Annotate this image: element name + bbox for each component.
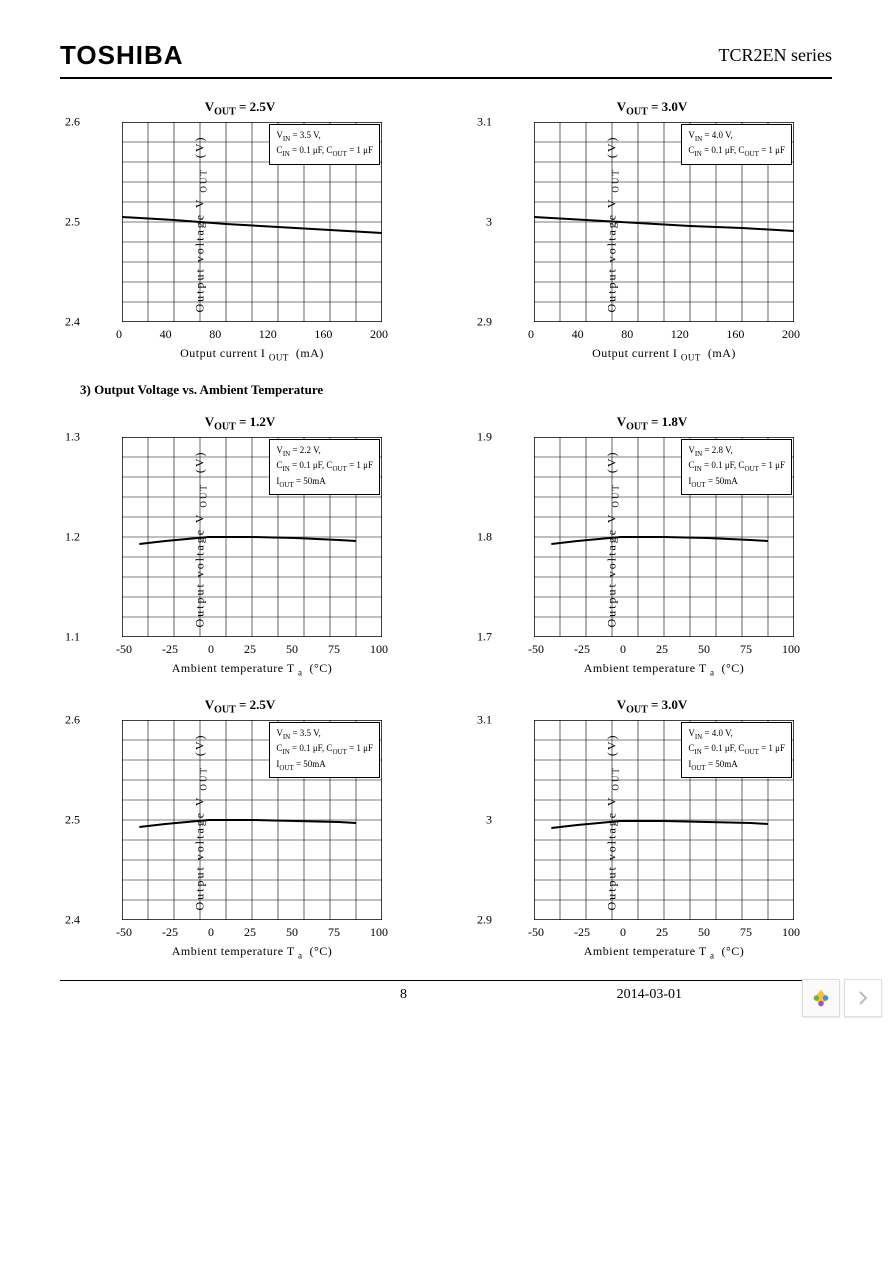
chart-legend: VIN = 2.8 V,CIN = 0.1 μF, COUT = 1 μFIOU… [681, 439, 792, 496]
xticks: -50-250255075100 [116, 925, 388, 940]
chart-ylabel: Output voltage V OUT (V) [192, 734, 208, 911]
xticks: -50-250255075100 [528, 642, 800, 657]
chart-4: VOUT = 2.5V Output voltage V OUT (V) 2.4 2.… [60, 697, 420, 960]
charts-container: VOUT = 2.5V Output voltage V OUT (V) 2.4 2.… [60, 99, 832, 960]
chart-title: VOUT = 3.0V [472, 99, 832, 118]
chart-legend: VIN = 4.0 V,CIN = 0.1 μF, COUT = 1 μFIOU… [681, 722, 792, 779]
chart-5: VOUT = 3.0V Output voltage V OUT (V) 2.9 3 3… [472, 697, 832, 960]
chart-title: VOUT = 1.2V [60, 414, 420, 433]
chart-title: VOUT = 1.8V [472, 414, 832, 433]
page-footer: 8 2014-03-01 [60, 980, 832, 1003]
ytick: 3.1 [477, 114, 492, 129]
ytick: 1.8 [477, 529, 492, 544]
ytick: 3.1 [477, 712, 492, 727]
section-title: 3) Output Voltage vs. Ambient Temperatur… [80, 382, 832, 398]
ytick: 2.5 [65, 214, 80, 229]
page-header: TOSHIBA TCR2EN series [60, 40, 832, 79]
ytick: 1.7 [477, 629, 492, 644]
chart-xlabel: Ambient temperature T a (°C) [534, 944, 794, 960]
chart-ylabel: Output voltage V OUT (V) [604, 451, 620, 628]
chart-xlabel: Ambient temperature T a (°C) [534, 661, 794, 677]
viewer-widget [802, 979, 882, 1017]
xticks: -50-250255075100 [528, 925, 800, 940]
ytick: 1.2 [65, 529, 80, 544]
brand-logo: TOSHIBA [60, 40, 184, 71]
next-page-button[interactable] [844, 979, 882, 1017]
ytick: 1.9 [477, 429, 492, 444]
chart-xlabel: Ambient temperature T a (°C) [122, 661, 382, 677]
chart-title: VOUT = 3.0V [472, 697, 832, 716]
ytick: 2.6 [65, 712, 80, 727]
footer-date: 2014-03-01 [617, 987, 682, 1003]
ytick: 2.4 [65, 314, 80, 329]
chart-xlabel: Output current I OUT (mA) [534, 346, 794, 362]
chart-ylabel: Output voltage V OUT (V) [192, 136, 208, 313]
chart-legend: VIN = 3.5 V,CIN = 0.1 μF, COUT = 1 μF [269, 124, 380, 165]
ytick: 2.9 [477, 314, 492, 329]
chart-2: VOUT = 1.2V Output voltage V OUT (V) 1.1 1.… [60, 414, 420, 677]
ytick: 3 [486, 214, 492, 229]
chart-xlabel: Ambient temperature T a (°C) [122, 944, 382, 960]
product-series: TCR2EN series [719, 45, 832, 66]
ytick: 2.4 [65, 912, 80, 927]
chart-xlabel: Output current I OUT (mA) [122, 346, 382, 362]
chart-1: VOUT = 3.0V Output voltage V OUT (V) 2.9 3 3… [472, 99, 832, 362]
chart-ylabel: Output voltage V OUT (V) [604, 136, 620, 313]
widget-logo-icon[interactable] [802, 979, 840, 1017]
ytick: 3 [486, 812, 492, 827]
xticks: -50-250255075100 [116, 642, 388, 657]
chart-title: VOUT = 2.5V [60, 99, 420, 118]
chart-legend: VIN = 2.2 V,CIN = 0.1 μF, COUT = 1 μFIOU… [269, 439, 380, 496]
ytick: 2.6 [65, 114, 80, 129]
xticks: 04080120160200 [528, 327, 800, 342]
ytick: 2.5 [65, 812, 80, 827]
chart-ylabel: Output voltage V OUT (V) [192, 451, 208, 628]
chart-legend: VIN = 4.0 V,CIN = 0.1 μF, COUT = 1 μF [681, 124, 792, 165]
ytick: 2.9 [477, 912, 492, 927]
chart-0: VOUT = 2.5V Output voltage V OUT (V) 2.4 2.… [60, 99, 420, 362]
page-number: 8 [400, 987, 407, 1003]
ytick: 1.1 [65, 629, 80, 644]
chart-title: VOUT = 2.5V [60, 697, 420, 716]
ytick: 1.3 [65, 429, 80, 444]
chart-legend: VIN = 3.5 V,CIN = 0.1 μF, COUT = 1 μFIOU… [269, 722, 380, 779]
xticks: 04080120160200 [116, 327, 388, 342]
chart-ylabel: Output voltage V OUT (V) [604, 734, 620, 911]
chart-3: VOUT = 1.8V Output voltage V OUT (V) 1.7 1.… [472, 414, 832, 677]
page: TOSHIBA TCR2EN series VOUT = 2.5V Output … [0, 0, 892, 1023]
